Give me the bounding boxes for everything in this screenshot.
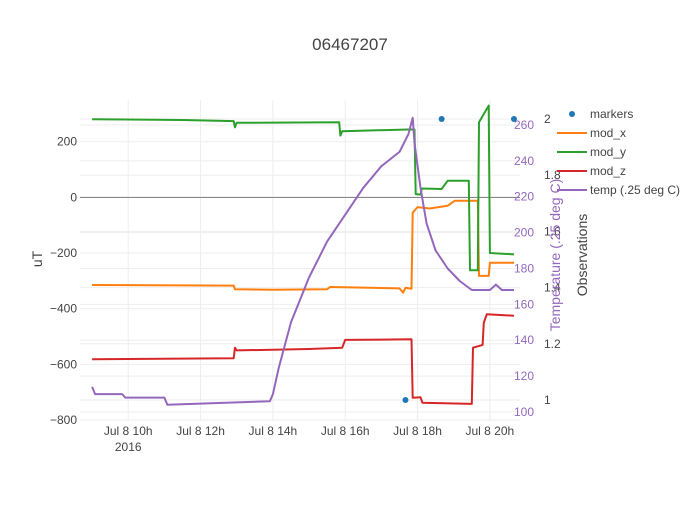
axes: Jul 8 10h 2016 Jul 8 12h Jul 8 14h Jul 8 16h… [50,112,561,454]
legend-item[interactable]: mod_x [557,126,626,140]
y-tick-label: 200 [57,135,77,149]
y3-tick-label: 1.8 [544,168,561,182]
y2-tick-label: 260 [514,118,534,132]
y-axis-title: uT [29,250,45,267]
marker-point [510,116,517,122]
legend-label: mod_x [590,126,626,140]
plot-area [91,104,517,406]
y2-tick-label: 240 [514,154,534,168]
x-tick-label: Jul 8 18h [393,424,442,438]
y2-tick-label: 220 [514,190,534,204]
y-tick-label: −800 [50,413,77,427]
legend-item[interactable]: mod_z [557,164,626,178]
legend-item[interactable]: temp (.25 deg C) [557,183,680,197]
y2-tick-label: 180 [514,261,534,275]
x-tick-label: Jul 8 20h [466,424,515,438]
x-tick-label: Jul 8 12h [176,424,225,438]
legend-label: temp (.25 deg C) [590,183,680,197]
y3-tick-label: 1.4 [544,281,561,295]
y2-tick-label: 120 [514,369,534,383]
legend-label: mod_y [590,145,626,159]
marker-point [402,397,409,403]
y2-tick-label: 140 [514,333,534,347]
marker-point [438,116,445,122]
x-tick-label: Jul 8 10h [104,424,153,438]
x-tick-sublabel: 2016 [115,440,142,454]
y2-tick-label: 200 [514,226,534,240]
y2-axis-title: Temperature (.25 deg C) [547,179,563,332]
series-line-temp [91,116,514,406]
y3-tick-label: 1 [544,393,551,407]
legend-item[interactable]: markers [569,107,633,121]
legend-label: mod_z [590,164,626,178]
y-tick-label: 0 [70,190,77,204]
y3-axis-title: Observations [574,214,590,296]
legend-item[interactable]: mod_y [557,145,626,159]
series-line-mod-y [92,104,515,272]
grid-lines [80,100,520,421]
y3-tick-label: 1.6 [544,224,561,238]
y3-tick-label: 2 [544,112,551,126]
legend-marker-swatch [569,111,575,117]
y2-tick-label: 100 [514,405,534,419]
y-tick-label: −200 [50,246,77,260]
x-tick-label: Jul 8 14h [249,424,298,438]
legend-label: markers [590,107,633,121]
y-tick-label: −600 [50,357,77,371]
series-line-mod-z [92,313,515,405]
y2-tick-label: 160 [514,297,534,311]
y-tick-label: −400 [50,302,77,316]
x-tick-label: Jul 8 16h [321,424,370,438]
chart-title: 06467207 [312,35,388,54]
y3-tick-label: 1.2 [544,337,561,351]
